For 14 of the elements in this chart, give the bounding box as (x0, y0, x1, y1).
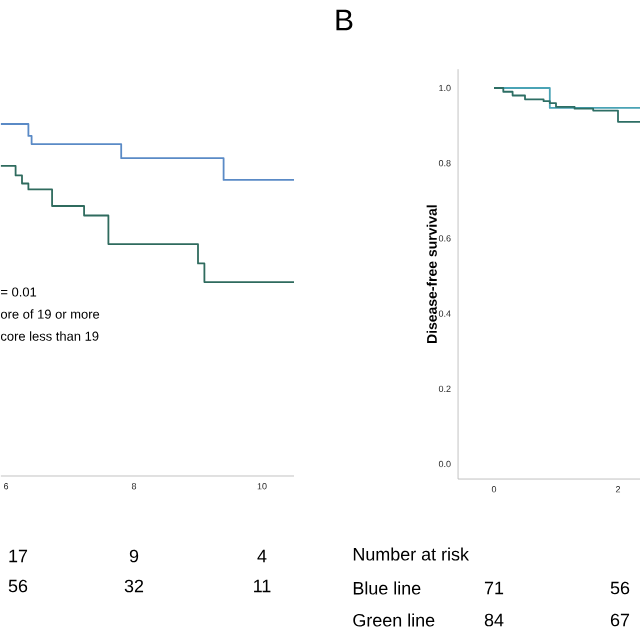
text: Number at risk (353, 547, 469, 561)
text: 4 (257, 549, 267, 563)
text: Green line (353, 613, 435, 627)
text: 56 (610, 581, 630, 595)
text: 32 (124, 579, 144, 593)
text: 84 (484, 613, 504, 627)
chart-title: B (336, 9, 353, 31)
text: 9 (129, 549, 139, 563)
text: 67 (610, 613, 630, 627)
text: 71 (484, 581, 504, 595)
text: 56 (8, 579, 28, 593)
text: Blue line (353, 581, 421, 595)
text: 11 (254, 579, 271, 593)
text: 17 (9, 549, 28, 563)
